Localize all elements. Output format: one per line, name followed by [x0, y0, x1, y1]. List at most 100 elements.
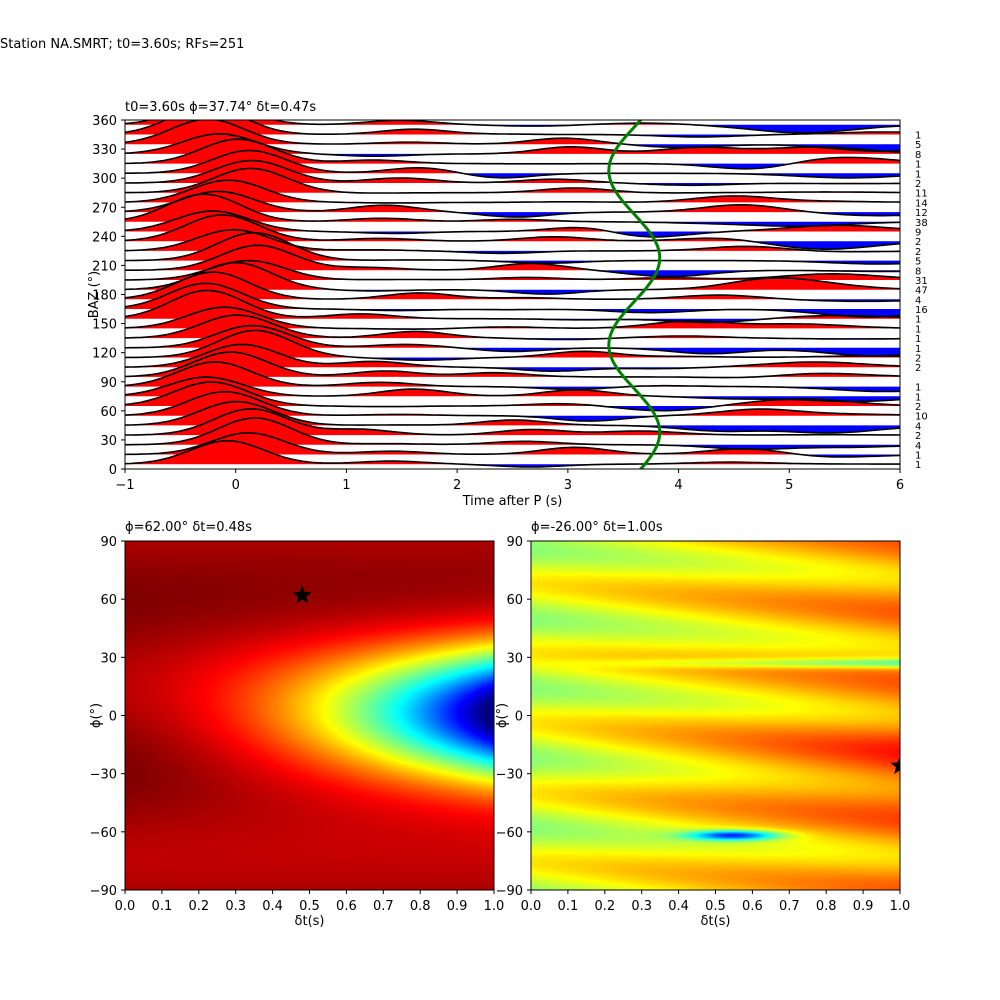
rf-negative-fill	[125, 163, 900, 169]
rf-positive-fills	[125, 120, 900, 465]
heatmap-left-y-axis-label: ϕ(°)	[89, 703, 104, 728]
rf-positive-fill	[125, 440, 900, 465]
heatmap-left-best-fit-star	[292, 585, 312, 604]
rf-x-tick-label: 3	[564, 478, 572, 493]
rf-y-tick-label: 210	[92, 259, 117, 274]
rf-count-label: 4	[915, 295, 921, 306]
heatmap-left-x-tick-label: 0.0	[115, 899, 136, 914]
rf-y-tick-label: 150	[92, 318, 117, 333]
rf-positive-fill	[125, 180, 900, 203]
heatmap-left-y-tick-label: 60	[100, 593, 117, 608]
heatmap-axes: 0.0 0.1 0.2 0.3 0.4 0.5 0.6 0.7 0.8 0.9 1.0−90−60−…	[89, 535, 910, 929]
rf-count-label: 38	[915, 218, 928, 229]
rf-count-label: 1	[915, 450, 921, 461]
rf-positive-fill	[125, 408, 900, 436]
rf-count-label: 11	[915, 189, 928, 200]
rf-count-label: 8	[915, 266, 921, 277]
rf-count-label: 9	[915, 227, 921, 238]
rf-x-tick-label: 5	[785, 478, 793, 493]
rf-trace-line	[125, 190, 900, 218]
heatmap-right-x-tick-label: 0.7	[779, 899, 800, 914]
rf-count-label: 14	[915, 198, 928, 209]
heatmap-left-x-axis-label: δt(s)	[295, 914, 325, 929]
rf-count-label: 2	[915, 237, 921, 248]
rf-trace-line	[125, 329, 900, 362]
rf-trace-line	[125, 351, 900, 379]
rf-trace-line	[125, 381, 900, 412]
rf-trace-line	[125, 214, 900, 250]
heatmap-right-y-tick-label: 60	[506, 593, 523, 608]
rf-trace-line	[125, 361, 900, 393]
rf-y-tick-label: 360	[92, 114, 117, 129]
rf-trace-lines	[125, 120, 900, 468]
rf-trace-line	[125, 261, 900, 295]
heatmap-right-axes-frame	[530, 540, 901, 891]
rf-trace-line	[125, 432, 900, 458]
heatmap-left-y-tick-label: 30	[100, 651, 117, 666]
rf-positive-fill	[125, 229, 900, 251]
rf-trace-line	[125, 149, 900, 179]
rf-trace-line	[125, 210, 900, 238]
rf-count-label: 1	[915, 324, 921, 335]
rf-negative-fill	[125, 212, 900, 217]
heatmap-right-y-tick-label: −90	[496, 884, 523, 899]
rf-y-tick-label: 240	[92, 230, 117, 245]
rf-y-tick-label: 330	[92, 143, 117, 158]
heatmap-right-title: ϕ=-26.00° δt=1.00s	[531, 520, 663, 535]
rf-y-tick-label: 90	[100, 376, 117, 391]
rf-negative-fill	[125, 144, 900, 152]
rf-x-tick-label: 0	[232, 478, 240, 493]
rf-trace-line	[125, 159, 900, 187]
rf-negative-fill	[125, 299, 900, 302]
rf-negative-fill	[125, 444, 900, 450]
rf-count-label: 2	[915, 247, 921, 258]
rf-count-label: 10	[915, 412, 928, 423]
rf-positive-fill	[125, 352, 900, 377]
rf-trace-line	[125, 390, 900, 422]
rf-trace-line	[125, 400, 900, 434]
rf-trace-line	[125, 120, 900, 138]
rf-trace-line	[125, 179, 900, 204]
heatmap-right-y-tick-label: 0	[515, 710, 523, 725]
heatmap-left-x-tick-label: 0.6	[336, 899, 357, 914]
rf-panel: −1 0 1 2 3 4 5 60306090120150180210240270300330…	[87, 114, 928, 509]
rf-count-label: 1	[915, 160, 921, 171]
heatmap-right-x-tick-label: 0.2	[594, 899, 615, 914]
rf-trace-line	[125, 228, 900, 255]
heatmap-left-x-tick-label: 0.5	[299, 899, 320, 914]
heatmap-left-x-tick-label: 0.2	[188, 899, 209, 914]
rf-negative-fill	[125, 309, 900, 317]
rf-trace-line	[125, 120, 900, 134]
heatmap-right-x-tick-label: 0.1	[558, 899, 579, 914]
rf-trace-line	[125, 120, 900, 153]
heatmap-left-x-tick-label: 0.9	[447, 899, 468, 914]
rf-y-tick-label: 60	[100, 405, 117, 420]
rf-trace-line	[125, 314, 900, 341]
rf-count-label: 1	[915, 383, 921, 394]
rf-x-tick-label: 6	[896, 478, 904, 493]
rf-count-label: 2	[915, 179, 921, 190]
rf-positive-fill	[125, 133, 900, 154]
rf-y-tick-label: 270	[92, 201, 117, 216]
rf-count-label: 47	[915, 286, 928, 297]
heatmap-left-y-tick-label: 90	[100, 535, 117, 550]
heatmap-left-y-tick-label: −60	[90, 826, 117, 841]
heatmap-left-image	[125, 541, 494, 890]
heatmap-right-image	[531, 541, 900, 890]
rf-count-label: 4	[915, 441, 921, 452]
rf-y-tick-label: 30	[100, 434, 117, 449]
rf-count-label: 1	[915, 392, 921, 403]
rf-trace-line	[125, 324, 900, 357]
heatmap-left-x-tick-label: 0.7	[373, 899, 394, 914]
rf-count-label: 2	[915, 402, 921, 413]
rf-count-label: 12	[915, 208, 928, 219]
rf-x-tick-label: 1	[342, 478, 350, 493]
rf-trace-line	[125, 289, 900, 324]
rf-trace-line	[125, 167, 900, 194]
rf-negative-fill	[125, 464, 900, 467]
rf-count-label: 5	[915, 140, 921, 151]
rf-negative-fill	[125, 454, 900, 457]
heatmap-right-y-tick-label: −60	[496, 826, 523, 841]
rf-count-label: 1	[915, 460, 921, 471]
